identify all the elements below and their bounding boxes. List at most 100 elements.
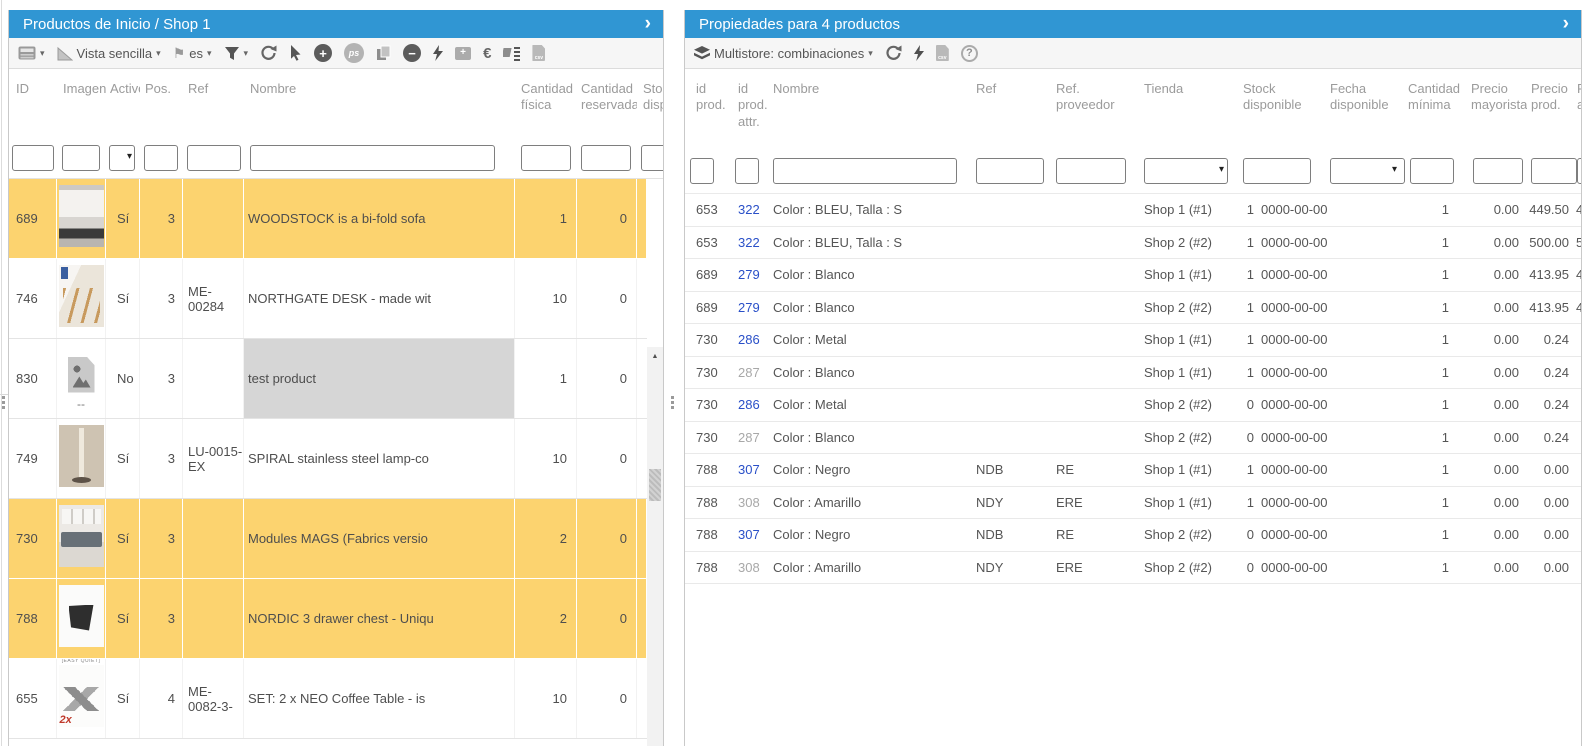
collapse-left-panel-icon[interactable]: › xyxy=(644,13,651,34)
cell-active[interactable]: Sí xyxy=(106,659,140,738)
cell-wholesale-price[interactable]: 0.00 xyxy=(1493,234,1519,250)
cell-qty-reserved[interactable]: 0 xyxy=(577,339,637,418)
column-header-stock-available[interactable]: Stock disponible xyxy=(1243,81,1302,113)
column-header-ref-supplier[interactable]: Ref. proveedor xyxy=(1056,81,1115,113)
product-row[interactable]: 730 Sí 3 Modules MAGS (Fabrics versio 2 xyxy=(9,499,647,579)
collapse-right-panel-icon[interactable]: › xyxy=(1562,13,1569,34)
cell-qty-physical[interactable]: 1 xyxy=(515,339,577,418)
column-header-id-prod[interactable]: id prod. xyxy=(696,81,726,113)
cell-date-available[interactable]: 0000-00-00 xyxy=(1261,267,1328,283)
column-header-id[interactable]: ID xyxy=(16,81,29,96)
column-header-qty-physical[interactable]: Cantidad física xyxy=(521,81,574,113)
cell-stock-available[interactable]: 1 xyxy=(1246,299,1254,315)
property-row[interactable]: 788 307 Color : Negro NDB RE Shop 1 (#1)… xyxy=(685,454,1581,487)
vertical-scrollbar[interactable]: ▲ xyxy=(647,347,663,746)
cell-wholesale-price[interactable]: 0.00 xyxy=(1493,559,1519,575)
column-header-active[interactable]: Activo xyxy=(110,81,140,96)
cell-combination-name[interactable]: Color : Negro xyxy=(773,462,851,478)
cell-wholesale-price[interactable]: 0.00 xyxy=(1493,332,1519,348)
cell-reference[interactable]: NDB xyxy=(976,527,1004,543)
cell-id-prod[interactable]: 730 xyxy=(696,364,718,380)
cell-min-qty[interactable]: 1 xyxy=(1441,364,1449,380)
cell-name[interactable]: Modules MAGS (Fabrics versio xyxy=(244,499,515,578)
cell-product-id[interactable]: 788 xyxy=(9,579,57,658)
cell-id-prod-attr[interactable]: 307 xyxy=(738,462,760,478)
cell-stock-available[interactable]: 1 xyxy=(1246,267,1254,283)
cell-active[interactable]: Sí xyxy=(106,259,140,338)
cell-product-image[interactable] xyxy=(57,179,106,258)
cell-shop[interactable]: Shop 2 (#2) xyxy=(1144,299,1212,315)
cell-date-available[interactable]: 0000-00-00 xyxy=(1261,429,1328,445)
cell-supplier-reference[interactable]: ERE xyxy=(1056,559,1083,575)
cell-date-available[interactable]: 0000-00-00 xyxy=(1261,462,1328,478)
cell-min-qty[interactable]: 1 xyxy=(1441,462,1449,478)
cell-position[interactable]: 3 xyxy=(140,339,183,418)
cell-product-id[interactable]: 746 xyxy=(9,259,57,338)
cell-product-image[interactable]: -- xyxy=(57,339,106,418)
cell-stock-available[interactable]: 0 xyxy=(1246,397,1254,413)
cell-shop[interactable]: Shop 2 (#2) xyxy=(1144,527,1212,543)
filter-id-prod-input[interactable] xyxy=(690,158,714,184)
filter-ref-input[interactable] xyxy=(976,158,1044,184)
cell-qty-reserved[interactable]: 0 xyxy=(577,179,637,258)
property-row[interactable]: 730 286 Color : Metal Shop 2 (#2) 0 0000… xyxy=(685,389,1581,422)
column-header-wholesale-price[interactable]: Precio mayorista xyxy=(1471,81,1527,113)
cell-combination-name[interactable]: Color : Blanco xyxy=(773,299,855,315)
cell-product-price[interactable]: 500.00 xyxy=(1529,234,1569,250)
cell-product-price[interactable]: 0.00 xyxy=(1543,559,1569,575)
cell-id-prod[interactable]: 653 xyxy=(696,234,718,250)
column-header-id-prod-attr[interactable]: id prod. attr. xyxy=(738,81,767,129)
cell-stock-available[interactable]: 1 xyxy=(1246,202,1254,218)
cell-stock-available[interactable]: 0 xyxy=(1246,527,1254,543)
cell-id-prod-attr[interactable]: 322 xyxy=(738,202,760,218)
cell-position[interactable]: 4 xyxy=(140,659,183,738)
filter-id-input[interactable] xyxy=(12,145,54,171)
cell-wholesale-price[interactable]: 0.00 xyxy=(1493,299,1519,315)
filter-date-select[interactable] xyxy=(1330,158,1405,184)
cell-supplier-reference[interactable]: RE xyxy=(1056,527,1075,543)
column-header-pos[interactable]: Pos. xyxy=(145,81,172,96)
product-row[interactable]: 746 Sí 3 ME-00284 NORTHGATE DESK - made … xyxy=(9,259,647,339)
cell-id-prod-attr[interactable]: 307 xyxy=(738,527,760,543)
cell-id-prod-attr[interactable]: 308 xyxy=(738,559,760,575)
cell-min-qty[interactable]: 1 xyxy=(1441,299,1449,315)
remove-product-button[interactable]: − xyxy=(403,41,422,65)
cell-active[interactable]: Sí xyxy=(106,499,140,578)
cell-stock-available[interactable]: 1 xyxy=(1246,332,1254,348)
cell-date-available[interactable]: 0000-00-00 xyxy=(1261,234,1328,250)
cell-min-qty[interactable]: 1 xyxy=(1441,527,1449,543)
refresh-properties-button[interactable] xyxy=(885,41,902,65)
cell-date-available[interactable]: 0000-00-00 xyxy=(1261,299,1328,315)
cell-reference[interactable] xyxy=(183,339,244,418)
product-row[interactable]: 749 Sí 3 LU-0015-EX SPIRAL stainless ste… xyxy=(9,419,647,499)
cell-id-prod-attr[interactable]: 286 xyxy=(738,332,760,348)
cell-stock-available[interactable]: 1 xyxy=(1246,364,1254,380)
cell-wholesale-price[interactable]: 0.00 xyxy=(1493,429,1519,445)
cell-combination-name[interactable]: Color : Amarillo xyxy=(773,494,862,510)
cell-name[interactable]: NORDIC 3 drawer chest - Uniqu xyxy=(244,579,515,658)
cell-shop[interactable]: Shop 2 (#2) xyxy=(1144,397,1212,413)
cell-shop[interactable]: Shop 2 (#2) xyxy=(1144,234,1212,250)
cell-shop[interactable]: Shop 2 (#2) xyxy=(1144,559,1212,575)
filter-pos-input[interactable] xyxy=(144,145,178,171)
cell-combination-name[interactable]: Color : Metal xyxy=(773,397,847,413)
cell-qty-reserved[interactable]: 0 xyxy=(577,499,637,578)
cell-stock-available[interactable]: 1 xyxy=(1246,234,1254,250)
scrollbar-thumb[interactable] xyxy=(649,469,661,501)
cell-stock[interactable] xyxy=(637,339,647,418)
cell-combination-name[interactable]: Color : Blanco xyxy=(773,364,855,380)
cell-id-prod[interactable]: 788 xyxy=(696,494,718,510)
cell-combination-name[interactable]: Color : BLEU, Talla : S xyxy=(773,202,903,218)
column-header-ref[interactable]: Ref xyxy=(976,81,997,96)
cell-date-available[interactable]: 0000-00-00 xyxy=(1261,364,1328,380)
property-row[interactable]: 788 307 Color : Negro NDB RE Shop 2 (#2)… xyxy=(685,519,1581,552)
view-mode-button[interactable]: Vista sencilla ▾ xyxy=(57,41,161,65)
cell-price-extra[interactable]: 5 xyxy=(1573,235,1581,250)
property-row[interactable]: 730 287 Color : Blanco Shop 2 (#2) 0 000… xyxy=(685,422,1581,454)
cell-product-price[interactable]: 413.95 xyxy=(1529,267,1569,283)
cell-qty-physical[interactable]: 10 xyxy=(515,659,577,738)
cell-stock[interactable] xyxy=(637,259,647,338)
cell-min-qty[interactable]: 1 xyxy=(1441,332,1449,348)
column-header-image[interactable]: Imagen xyxy=(63,81,106,96)
cell-product-id[interactable]: 689 xyxy=(9,179,57,258)
